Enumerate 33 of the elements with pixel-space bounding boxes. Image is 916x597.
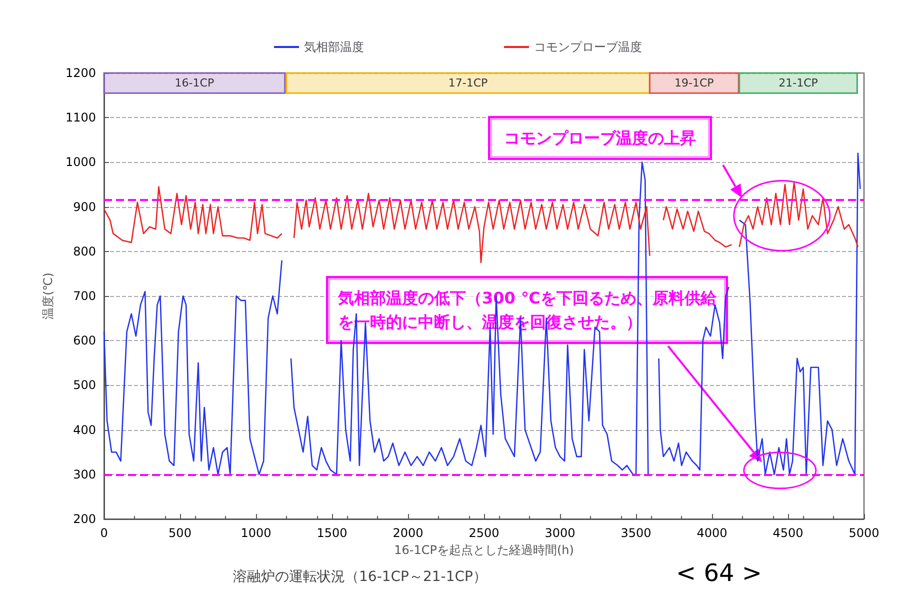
band-label: 16-1CP	[174, 76, 214, 90]
band-label: 21-1CP	[778, 76, 818, 90]
annotation: コモンプローブ温度の上昇	[504, 128, 696, 148]
y-tick-label: 700	[73, 289, 96, 303]
y-tick-label: 900	[73, 200, 96, 214]
y-tick-label: 500	[73, 378, 96, 392]
x-tick-label: 4000	[696, 526, 728, 540]
text: 溶融炉の運転状況（16-1CP～21-1CP）	[233, 569, 487, 585]
y-tick-label: 800	[73, 244, 96, 258]
x-tick-label: 5000	[848, 526, 880, 540]
text: < 64 >	[676, 559, 762, 587]
x-tick-label: 1000	[240, 526, 272, 540]
y-tick-label: 1100	[65, 110, 96, 125]
x-tick-label: 3500	[620, 526, 652, 540]
y-tick-label: 1200	[65, 66, 96, 80]
x-tick-label: 4500	[772, 526, 804, 540]
y-tick-label: 200	[73, 512, 96, 526]
y-tick-label: 400	[73, 422, 96, 437]
x-tick-label: 1500	[316, 526, 348, 540]
legend-label: 気相部温度	[304, 40, 364, 54]
x-tick-label: 500	[168, 526, 192, 540]
legend-label: コモンプローブ温度	[534, 40, 642, 54]
x-tick-label: 0	[100, 526, 108, 540]
band-label: 17-1CP	[448, 76, 488, 90]
x-tick-label: 2500	[468, 526, 500, 540]
x-tick-label: 3000	[544, 526, 576, 540]
y-tick-label: 300	[73, 467, 96, 482]
y-tick-label: 1000	[65, 155, 96, 170]
y-axis-title: 温度(℃)	[41, 272, 55, 320]
x-tick-label: 2000	[392, 526, 424, 540]
band-label: 19-1CP	[674, 76, 714, 90]
y-tick-label: 600	[73, 334, 96, 348]
x-axis-title: 16-1CPを起点とした経過時間(h)	[394, 542, 574, 557]
